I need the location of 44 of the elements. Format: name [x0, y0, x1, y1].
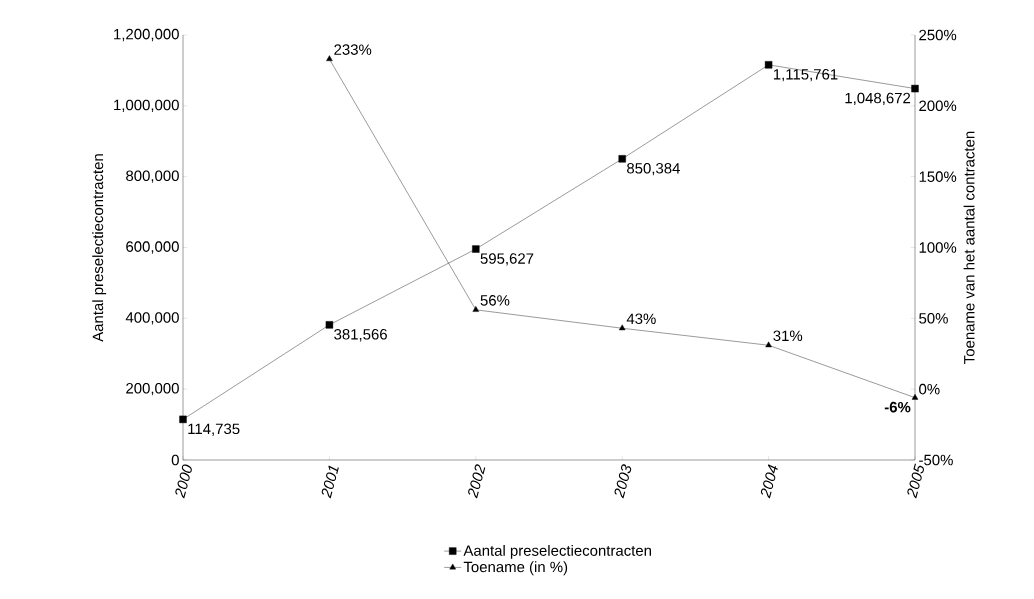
point — [618, 155, 626, 163]
y2-tick-label: 0% — [919, 383, 940, 395]
data-label: 595,627 — [480, 253, 534, 266]
point — [326, 55, 333, 62]
data-label: 850,384 — [627, 163, 680, 176]
data-label: 43% — [626, 313, 656, 325]
y2-axis-title: Toename van het aantal contracten — [963, 131, 975, 364]
data-label: 381,566 — [334, 329, 387, 342]
x-tick-label: 2004 — [760, 464, 778, 499]
data-label: 1,115,761 — [773, 69, 838, 82]
y2-tick-label: 250% — [919, 29, 957, 41]
point — [179, 415, 187, 424]
data-label: -6% — [884, 401, 911, 413]
legend-label: Aantal preselectiecontracten — [463, 544, 651, 559]
y2-tick-label: 200% — [919, 100, 957, 112]
y-tick-label: 0 — [171, 454, 179, 466]
x-tick-label: 2001 — [321, 465, 339, 499]
data-label: 114,735 — [188, 423, 240, 436]
data-label: 56% — [480, 295, 510, 306]
point — [911, 84, 919, 93]
y2-tick-label: 100% — [919, 242, 957, 253]
x-tick-label: 2002 — [468, 464, 486, 499]
point — [618, 324, 626, 331]
point — [764, 61, 773, 69]
data-label: 31% — [773, 330, 803, 342]
point — [911, 393, 919, 400]
y-tick-label: 400,000 — [125, 312, 179, 325]
point — [765, 341, 772, 348]
y-tick-label: 600,000 — [126, 241, 179, 254]
legend-label: Toename (in %) — [463, 561, 568, 576]
point — [472, 306, 480, 312]
point — [325, 321, 334, 329]
y-tick-label: 800,000 — [126, 170, 179, 183]
y-axis-title: Aantal preselectiecontracten — [92, 154, 107, 342]
y-tick-label: 1,200,000 — [114, 28, 179, 42]
y2-tick-label: 50% — [919, 313, 948, 324]
data-label: 233% — [334, 44, 372, 55]
y-tick-label: 200,000 — [126, 382, 179, 396]
y-tick-label: 1,000,000 — [114, 99, 179, 112]
x-tick-label: 2003 — [614, 464, 632, 499]
x-tick-label: 2000 — [175, 464, 192, 499]
y2-tick-label: 150% — [919, 171, 957, 182]
point — [472, 245, 480, 253]
data-label: 1,048,672 — [845, 92, 911, 106]
